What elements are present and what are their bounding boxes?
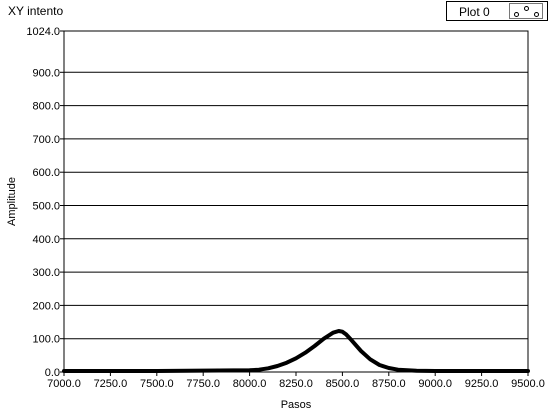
y-axis-label: Amplitude (6, 177, 18, 226)
y-tick-label: 500.0 (32, 200, 60, 212)
x-tick-label: 8000.0 (233, 378, 267, 390)
x-axis-label: Pasos (281, 399, 312, 411)
y-tick-label: 900.0 (32, 67, 60, 79)
x-axis-ticks: 7000.0 7250.0 7500.0 7750.0 8000.0 8250.0 8500… (47, 372, 545, 390)
x-tick-label: 7250.0 (94, 378, 128, 390)
y-tick-label: 400.0 (32, 234, 60, 246)
plot-area[interactable] (63, 30, 529, 373)
x-tick-label: 9500.0 (511, 378, 545, 390)
y-tick-label: 100.0 (32, 334, 60, 346)
graph-title: XY intento (8, 4, 64, 18)
grid-lines (64, 30, 528, 373)
x-tick-label: 7000.0 (47, 378, 81, 390)
y-tick-label: 200.0 (32, 300, 60, 312)
y-tick-label: 600.0 (32, 167, 60, 179)
y-tick-label: 300.0 (32, 267, 60, 279)
y-tick-label: 0.0 (45, 367, 60, 379)
x-tick-label: 9000.0 (418, 378, 452, 390)
y-axis-ticks: 0.0 100.0 200.0 300.0 400.0 500.0 600.0 700.0 80… (26, 26, 64, 379)
legend-label: Plot 0 (459, 5, 490, 19)
y-tick-label: 1024.0 (26, 26, 60, 38)
x-tick-label: 7500.0 (140, 378, 174, 390)
x-tick-label: 8500.0 (326, 378, 360, 390)
plot-style-icon[interactable] (509, 3, 543, 19)
x-tick-label: 9250.0 (465, 378, 499, 390)
x-tick-label: 7750.0 (186, 378, 220, 390)
x-tick-label: 8750.0 (372, 378, 406, 390)
series-line-plot-0 (62, 329, 530, 373)
x-tick-label: 8250.0 (279, 378, 313, 390)
plot-legend[interactable]: Plot 0 (446, 1, 548, 21)
y-tick-label: 800.0 (32, 101, 60, 113)
y-tick-label: 700.0 (32, 134, 60, 146)
